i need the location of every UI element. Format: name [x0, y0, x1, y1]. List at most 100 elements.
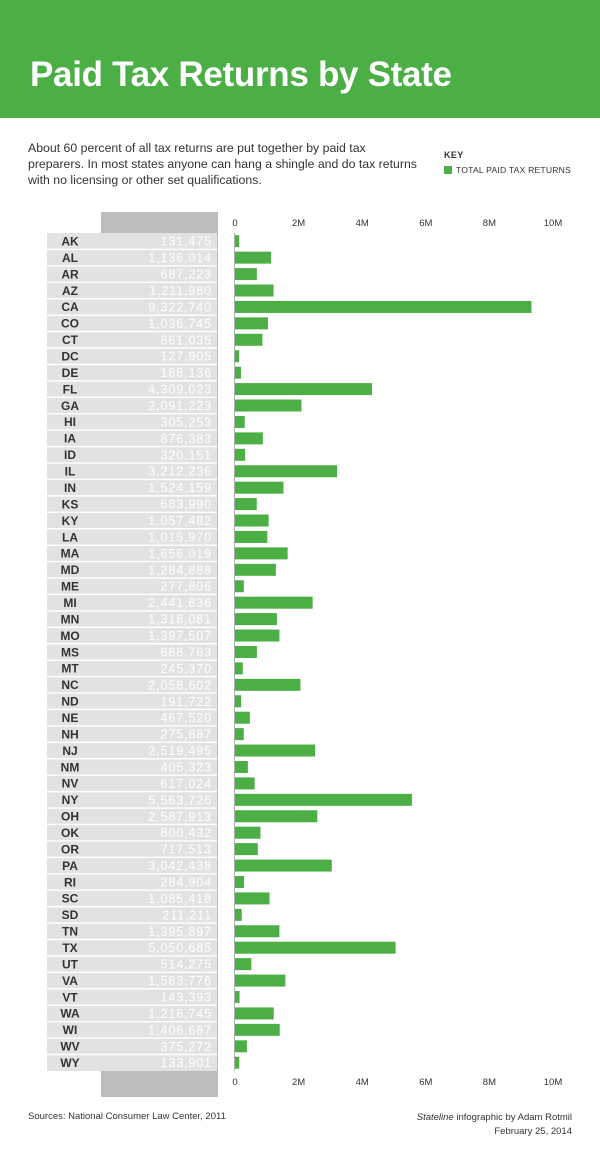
state-label: UT — [62, 957, 79, 971]
bar — [235, 826, 261, 839]
state-label: GA — [61, 399, 79, 413]
value-label: 617,024 — [161, 777, 212, 791]
state-label: NJ — [62, 744, 77, 758]
bar — [235, 481, 284, 494]
value-label: 375,272 — [161, 1040, 212, 1054]
value-label: 5,563,726 — [148, 793, 212, 807]
state-label: HI — [64, 415, 76, 429]
bar — [235, 448, 246, 461]
value-label: 211,211 — [162, 908, 212, 922]
state-label: ID — [64, 448, 76, 462]
state-label: ME — [61, 580, 79, 594]
value-label: 191,722 — [161, 695, 212, 709]
value-label: 2,519,495 — [148, 744, 212, 758]
state-label: WI — [63, 1023, 78, 1037]
bar — [235, 235, 240, 248]
state-label: IN — [64, 481, 76, 495]
bar — [235, 908, 242, 921]
value-label: 1,524,159 — [148, 481, 212, 495]
value-label: 1,395,897 — [148, 925, 212, 939]
value-label: 1,397,507 — [148, 629, 212, 643]
bar — [235, 662, 243, 675]
state-label: DE — [62, 366, 79, 380]
state-label: SC — [62, 892, 79, 906]
value-label: 800,432 — [161, 826, 212, 840]
bar — [235, 366, 241, 379]
bar — [235, 514, 269, 527]
bar — [235, 399, 302, 412]
bar — [235, 333, 263, 346]
state-label: AR — [61, 267, 79, 281]
x-tick-label-top: 10M — [544, 218, 563, 229]
key-item: TOTAL PAID TAX RETURNS — [444, 165, 571, 175]
bar — [235, 498, 257, 511]
value-label: 717,513 — [161, 843, 212, 857]
state-label: WY — [60, 1056, 79, 1070]
value-label: 131,475 — [161, 235, 212, 249]
value-label: 1,015,970 — [148, 530, 212, 544]
intro-text: About 60 percent of all tax returns are … — [28, 141, 417, 187]
x-tick-label-top: 6M — [419, 218, 432, 229]
value-label: 687,223 — [161, 268, 212, 282]
state-label: CO — [61, 317, 79, 331]
value-label: 305,253 — [161, 415, 212, 429]
value-label: 514,275 — [161, 958, 212, 972]
x-tick-label-top: 2M — [292, 218, 305, 229]
bar — [235, 268, 257, 281]
bar — [235, 990, 240, 1003]
bar — [235, 317, 268, 330]
x-tick-label-bottom: 0 — [232, 1077, 237, 1088]
key-item-label: TOTAL PAID TAX RETURNS — [456, 165, 572, 175]
bar — [235, 383, 373, 396]
value-label: 9,322,740 — [148, 300, 212, 314]
state-label: NM — [61, 760, 80, 774]
bar — [235, 465, 338, 478]
bar — [235, 875, 245, 888]
value-label: 133,901 — [161, 1056, 212, 1070]
value-label: 467,520 — [161, 711, 212, 725]
bar — [235, 432, 263, 445]
value-label: 2,587,913 — [148, 810, 212, 824]
bar — [235, 941, 396, 954]
value-label: 1,136,014 — [148, 251, 212, 265]
state-label: KY — [62, 514, 79, 528]
value-label: 5,050,685 — [148, 941, 212, 955]
credit-block: Stateline infographic by Adam Rotmil Feb… — [417, 1111, 572, 1139]
state-label: OH — [61, 810, 79, 824]
x-tick-label-bottom: 2M — [292, 1077, 305, 1088]
state-label: IA — [64, 432, 76, 446]
value-label: 275,887 — [161, 728, 212, 742]
state-label: MD — [61, 563, 80, 577]
bar — [235, 777, 255, 790]
state-label: OR — [61, 842, 79, 856]
state-label: ND — [61, 695, 79, 709]
value-label: 688,763 — [161, 645, 212, 659]
state-label: SD — [62, 908, 79, 922]
value-label: 1,218,745 — [148, 1007, 212, 1021]
x-tick-label-bottom: 10M — [544, 1077, 563, 1088]
value-label: 1,284,888 — [148, 563, 212, 577]
state-label: RI — [64, 875, 76, 889]
bar — [235, 678, 301, 691]
state-label: TN — [62, 925, 78, 939]
state-label: MA — [61, 547, 80, 561]
bar — [235, 1007, 274, 1020]
state-label: VA — [62, 974, 78, 988]
bar — [235, 1056, 240, 1069]
state-label: MT — [61, 662, 79, 676]
value-label: 1,656,019 — [148, 547, 212, 561]
x-tick-label-top: 0 — [232, 218, 237, 229]
state-label: WV — [60, 1040, 79, 1054]
x-tick-label-top: 4M — [356, 218, 369, 229]
state-label: NV — [62, 777, 79, 791]
key-swatch — [444, 166, 452, 174]
header-banner: Paid Tax Returns by State — [0, 0, 600, 118]
bar — [235, 415, 245, 428]
value-label: 127,905 — [161, 350, 212, 364]
state-label: MS — [61, 645, 79, 659]
state-label: CA — [61, 300, 79, 314]
value-label: 277,806 — [161, 580, 212, 594]
value-label: 3,042,438 — [148, 859, 212, 873]
state-rows-background — [47, 233, 217, 1071]
